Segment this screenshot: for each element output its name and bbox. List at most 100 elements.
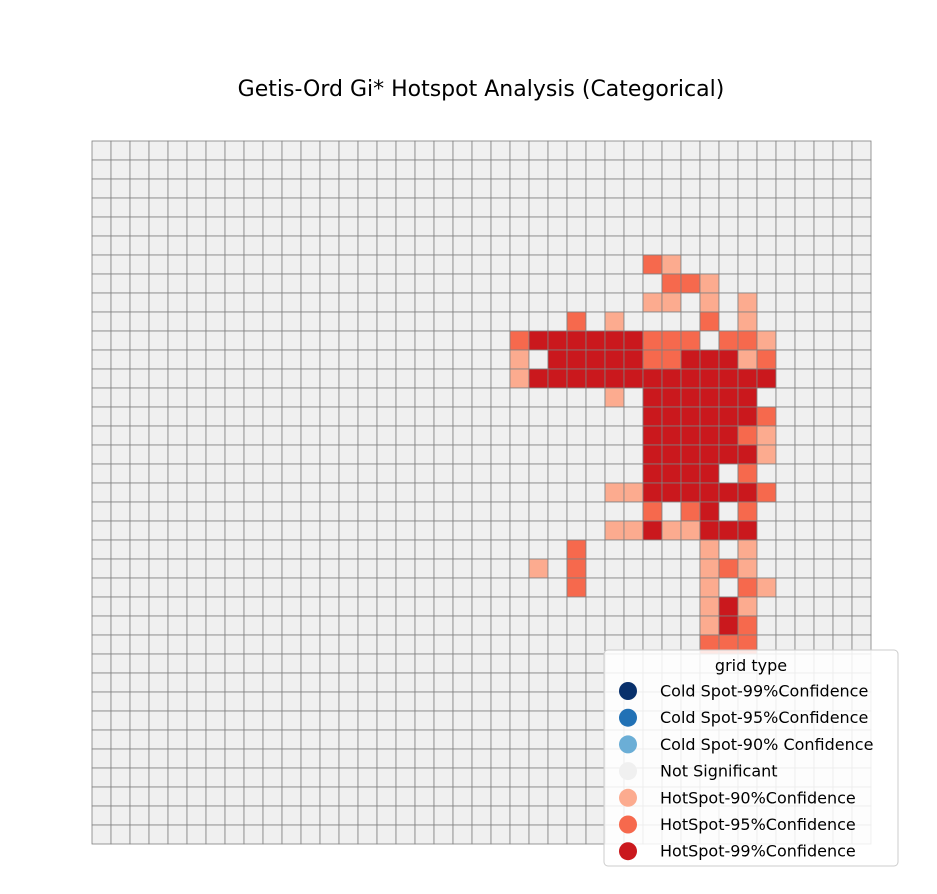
grid-cell-ns xyxy=(547,653,568,674)
grid-cell-ns xyxy=(376,767,397,788)
grid-cell-ns xyxy=(566,824,587,845)
grid-cell-ns xyxy=(566,444,587,465)
grid-cell-ns xyxy=(243,197,264,218)
legend-label-h95: HotSpot-95%Confidence xyxy=(660,815,856,834)
grid-cell-ns xyxy=(775,444,796,465)
grid-cell-ns xyxy=(186,748,207,769)
grid-cell-ns xyxy=(604,254,625,275)
grid-cell-ns xyxy=(623,596,644,617)
grid-cell-ns xyxy=(471,311,492,332)
grid-cell-ns xyxy=(794,387,815,408)
grid-cell-ns xyxy=(395,577,416,598)
grid-cell-ns xyxy=(832,349,853,370)
grid-cell-ns xyxy=(395,615,416,636)
grid-cell-ns xyxy=(680,311,701,332)
grid-cell-ns xyxy=(338,691,359,712)
grid-cell-ns xyxy=(414,273,435,294)
grid-cell-ns xyxy=(452,767,473,788)
grid-cell-ns xyxy=(281,216,302,237)
grid-cell-ns xyxy=(110,786,131,807)
grid-cell-ns xyxy=(148,577,169,598)
grid-cell-h99 xyxy=(756,368,777,389)
grid-cell-ns xyxy=(129,254,150,275)
grid-cell-ns xyxy=(281,710,302,731)
grid-cell-ns xyxy=(699,330,720,351)
grid-cell-ns xyxy=(623,254,644,275)
grid-cell-ns xyxy=(414,501,435,522)
grid-cell-ns xyxy=(433,558,454,579)
grid-cell-ns xyxy=(414,406,435,427)
grid-cell-ns xyxy=(623,178,644,199)
grid-cell-ns xyxy=(205,463,226,484)
grid-cell-h90 xyxy=(528,558,549,579)
grid-cell-ns xyxy=(224,786,245,807)
grid-cell-ns xyxy=(300,178,321,199)
grid-cell-ns xyxy=(281,368,302,389)
grid-cell-h99 xyxy=(718,368,739,389)
grid-cell-ns xyxy=(604,425,625,446)
grid-cell-ns xyxy=(129,406,150,427)
grid-cell-ns xyxy=(813,387,834,408)
grid-cell-ns xyxy=(262,482,283,503)
grid-cell-ns xyxy=(167,216,188,237)
grid-cell-h95 xyxy=(737,577,758,598)
grid-cell-ns xyxy=(737,197,758,218)
grid-cell-ns xyxy=(205,577,226,598)
grid-cell-ns xyxy=(205,558,226,579)
grid-cell-ns xyxy=(737,178,758,199)
grid-cell-ns xyxy=(832,254,853,275)
grid-cell-ns xyxy=(642,539,663,560)
grid-cell-ns xyxy=(585,140,606,161)
grid-cell-ns xyxy=(357,672,378,693)
grid-cell-ns xyxy=(395,387,416,408)
grid-cell-ns xyxy=(471,178,492,199)
grid-cell-ns xyxy=(775,520,796,541)
grid-cell-ns xyxy=(129,577,150,598)
grid-cell-ns xyxy=(281,520,302,541)
grid-cell-ns xyxy=(566,197,587,218)
legend-marker-h90 xyxy=(619,788,637,807)
grid-cell-ns xyxy=(794,254,815,275)
grid-cell-ns xyxy=(338,539,359,560)
grid-cell-ns xyxy=(224,140,245,161)
grid-cell-ns xyxy=(281,178,302,199)
grid-cell-ns xyxy=(262,140,283,161)
grid-cell-ns xyxy=(566,178,587,199)
grid-cell-ns xyxy=(110,349,131,370)
grid-cell-ns xyxy=(357,596,378,617)
legend-marker-h95 xyxy=(619,815,637,834)
grid-cell-ns xyxy=(110,596,131,617)
grid-cell-ns xyxy=(357,824,378,845)
grid-cell-ns xyxy=(566,235,587,256)
grid-cell-ns xyxy=(376,653,397,674)
grid-cell-ns xyxy=(661,197,682,218)
legend-label-c99: Cold Spot-99%Confidence xyxy=(660,682,868,701)
grid-cell-ns xyxy=(414,672,435,693)
grid-cell-ns xyxy=(110,216,131,237)
grid-cell-ns xyxy=(585,710,606,731)
grid-cell-ns xyxy=(452,805,473,826)
grid-cell-ns xyxy=(91,235,112,256)
grid-cell-ns xyxy=(471,577,492,598)
grid-cell-ns xyxy=(205,159,226,180)
grid-cell-ns xyxy=(186,634,207,655)
grid-cell-ns xyxy=(148,254,169,275)
grid-cell-ns xyxy=(129,482,150,503)
grid-cell-h90 xyxy=(604,387,625,408)
grid-cell-ns xyxy=(91,292,112,313)
grid-cell-ns xyxy=(167,444,188,465)
grid-cell-ns xyxy=(756,311,777,332)
grid-cell-ns xyxy=(205,786,226,807)
grid-cell-ns xyxy=(281,501,302,522)
grid-cell-ns xyxy=(91,349,112,370)
grid-cell-ns xyxy=(395,729,416,750)
grid-cell-ns xyxy=(585,653,606,674)
grid-cell-ns xyxy=(357,577,378,598)
grid-cell-h99 xyxy=(566,368,587,389)
grid-cell-ns xyxy=(148,805,169,826)
grid-cell-ns xyxy=(300,634,321,655)
grid-cell-h99 xyxy=(699,482,720,503)
grid-cell-ns xyxy=(262,767,283,788)
grid-cell-ns xyxy=(262,425,283,446)
grid-cell-ns xyxy=(794,425,815,446)
